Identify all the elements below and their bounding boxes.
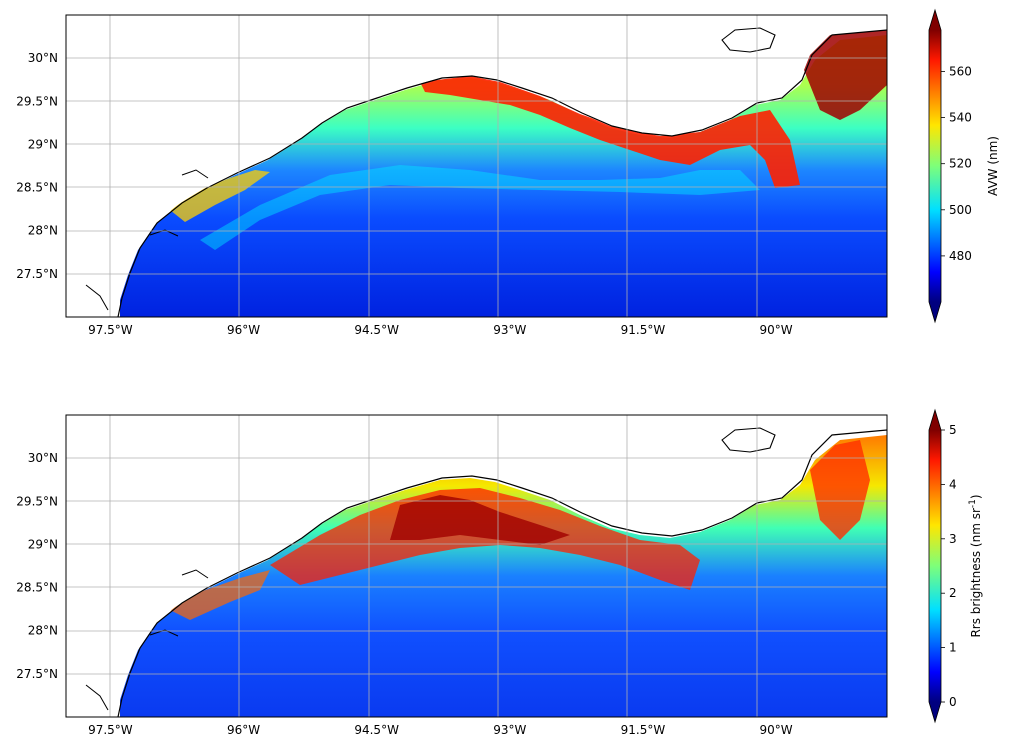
y-tick-label: 29°N (28, 137, 58, 151)
nearshore-rrs-texas (170, 570, 270, 620)
y-tick-label: 30°N (28, 451, 58, 465)
colorbar-extend-min (929, 702, 941, 722)
x-tick-label: 94.5°W (354, 723, 399, 737)
lake-pontchartrain (721, 427, 776, 453)
colorbar-label-superscript: -1 (968, 499, 978, 508)
barrier-islands (85, 569, 209, 711)
data-field (66, 415, 887, 717)
y-tick-label: 30°N (28, 51, 58, 65)
map-panel-rrs: 97.5°W 96°W 94.5°W 93°W 91.5°W 90°W 27.5°N 28°… (16, 408, 983, 737)
map-panel-avw: 97.5°W 96°W 94.5°W 93°W 91.5°W 90°W 27.5°N 28°… (16, 8, 1000, 337)
x-tick-label: 90°W (759, 723, 792, 737)
colorbar-tick-label: 540 (949, 111, 972, 125)
x-tick-label: 93°W (493, 723, 526, 737)
colorbar-extend-max (929, 410, 941, 430)
y-tick-label: 28°N (28, 224, 58, 238)
colorbar-body (929, 430, 941, 702)
plume-rrs (810, 440, 870, 540)
sea-field (120, 35, 887, 317)
colorbar-label: Rrs brightness (nm sr-1) (968, 494, 983, 637)
colorbar-tick-label: 520 (949, 157, 972, 171)
x-tick-label: 96°W (227, 723, 260, 737)
colorbar-tick-label: 1 (949, 641, 957, 655)
y-tick-label: 27.5°N (16, 667, 58, 681)
colorbar-avw: 480 500 520 540 560 AVW (nm) (928, 8, 1000, 324)
y-tick-labels: 27.5°N 28°N 28.5°N 29°N 29.5°N 30°N (16, 51, 58, 281)
colorbar-label-suffix: ) (969, 494, 983, 499)
land-texas-louisiana (66, 415, 887, 717)
x-tick-label: 91.5°W (621, 723, 666, 737)
colorbar-ticks: 480 500 520 540 560 (941, 64, 972, 263)
nearshore-high-avw (420, 76, 800, 188)
colorbar-tick-label: 2 (949, 586, 957, 600)
barrier-islands (85, 169, 209, 311)
y-tick-label: 27.5°N (16, 267, 58, 281)
x-tick-label: 97.5°W (88, 323, 133, 337)
colorbar-extend-max (929, 10, 941, 30)
gridlines (66, 415, 887, 717)
map-frame (65, 14, 888, 318)
y-tick-label: 28.5°N (16, 181, 58, 195)
y-tick-label: 29°N (28, 537, 58, 551)
lake-pontchartrain (721, 27, 776, 53)
colorbar-outline (928, 8, 942, 324)
y-tick-label: 29.5°N (16, 494, 58, 508)
gridlines (66, 15, 887, 317)
y-tick-label: 28°N (28, 624, 58, 638)
colorbar-tick-label: 5 (949, 423, 957, 437)
colorbar-label: AVW (nm) (986, 136, 1000, 196)
colorbar-tick-label: 480 (949, 249, 972, 263)
x-tick-label: 96°W (227, 323, 260, 337)
colorbar-tick-label: 0 (949, 695, 957, 709)
colorbar-tick-label: 4 (949, 477, 957, 491)
colorbar-tick-label: 500 (949, 203, 972, 217)
x-tick-label: 90°W (759, 323, 792, 337)
x-tick-label: 91.5°W (621, 323, 666, 337)
colorbar-extend-min (929, 302, 941, 322)
x-tick-label: 97.5°W (88, 723, 133, 737)
bright-band (270, 488, 700, 590)
x-tick-labels: 97.5°W 96°W 94.5°W 93°W 91.5°W 90°W (88, 323, 793, 337)
colorbar-label-main: Rrs brightness (nm sr (969, 508, 983, 638)
y-tick-label: 29.5°N (16, 94, 58, 108)
map-frame (65, 414, 888, 718)
colorbar-rrs: 0 1 2 3 4 5 Rrs brightness (nm sr-1) (928, 408, 983, 724)
x-tick-label: 93°W (493, 323, 526, 337)
data-field (66, 15, 887, 317)
sea-field (120, 435, 887, 717)
land-texas-louisiana (66, 15, 887, 317)
x-tick-labels: 97.5°W 96°W 94.5°W 93°W 91.5°W 90°W (88, 723, 793, 737)
brightest-core (390, 495, 570, 545)
river-plume (800, 30, 887, 120)
y-tick-labels: 27.5°N 28°N 28.5°N 29°N 29.5°N 30°N (16, 451, 58, 681)
colorbar-tick-label: 560 (949, 64, 972, 78)
nearshore-texas (170, 170, 270, 222)
colorbar-body (929, 30, 941, 302)
x-tick-label: 94.5°W (354, 323, 399, 337)
y-tick-label: 28.5°N (16, 581, 58, 595)
colorbar-ticks: 0 1 2 3 4 5 (941, 423, 957, 709)
colorbar-tick-label: 3 (949, 532, 957, 546)
mid-shelf-cyan (200, 165, 760, 250)
